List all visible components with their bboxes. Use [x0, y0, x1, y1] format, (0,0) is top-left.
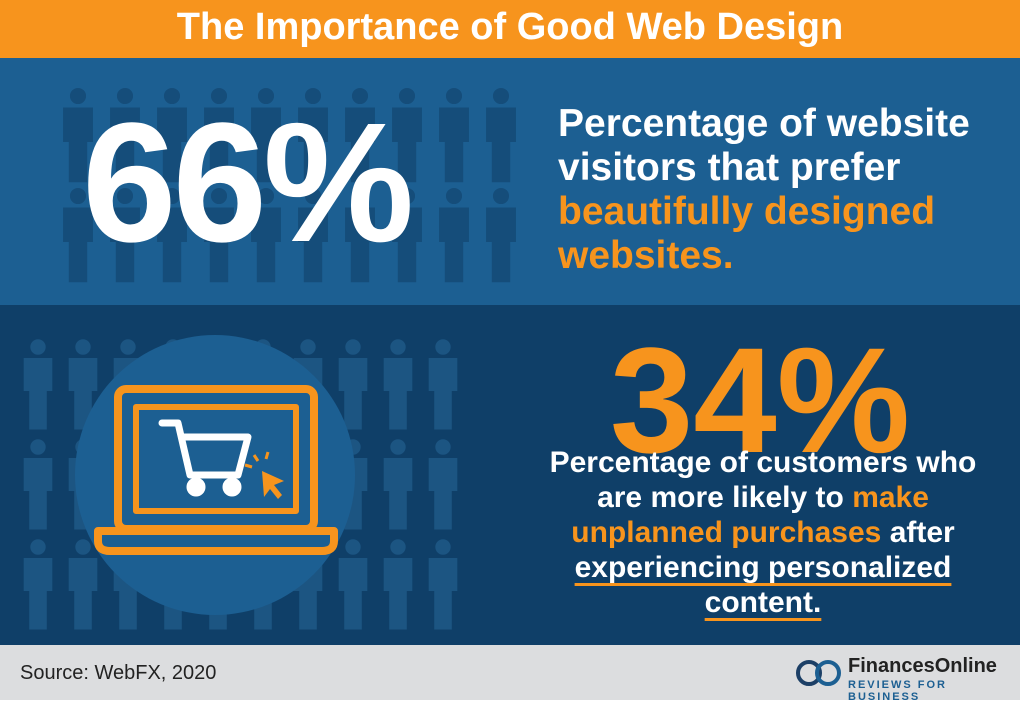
person-icon	[157, 187, 187, 283]
laptop-icon	[94, 385, 338, 555]
text: Percentage of customers who are more lik…	[549, 446, 977, 514]
source: Source: WebFX, 2020	[20, 662, 217, 684]
person-icon	[110, 87, 140, 183]
person-icon	[486, 187, 516, 283]
text: after	[881, 516, 955, 549]
highlight-text: make unplanned purchases	[571, 481, 929, 549]
title: The Importance of Good Web Design	[176, 6, 844, 48]
person-icon	[486, 87, 516, 183]
stat-description: Percentage of website visitors that pref…	[558, 102, 988, 278]
cart-icon	[158, 419, 252, 497]
person-icon	[383, 439, 413, 530]
logo-name: FinancesOnline	[848, 655, 997, 677]
text: experiencing personalized content.	[574, 551, 952, 619]
logo-icon	[796, 660, 841, 686]
stat-number: 66%	[82, 88, 414, 278]
person-icon	[383, 539, 413, 630]
person-icon	[23, 439, 53, 530]
person-icon	[345, 87, 375, 183]
person-icon	[383, 339, 413, 430]
stat-number: 34%	[609, 316, 911, 484]
people-pattern	[23, 335, 458, 630]
person-icon	[251, 187, 281, 283]
person-icon	[68, 539, 98, 630]
person-icon	[298, 187, 328, 283]
person-icon	[110, 187, 140, 283]
person-icon	[298, 87, 328, 183]
stat-section: 66% Percentage of website visitors that …	[0, 58, 1020, 305]
person-icon	[157, 87, 187, 183]
text: Percentage of website visitors that pref…	[558, 102, 970, 189]
person-icon	[428, 539, 458, 630]
stat-section: 34% Percentage of customers who are more…	[0, 305, 1020, 645]
person-icon	[439, 187, 469, 283]
person-icon	[338, 339, 368, 430]
header: The Importance of Good Web Design	[0, 0, 1020, 58]
person-icon	[428, 439, 458, 530]
highlight-text: beautifully designed websites.	[558, 190, 936, 277]
person-icon	[392, 87, 422, 183]
person-icon	[392, 187, 422, 283]
person-icon	[23, 539, 53, 630]
person-icon	[345, 187, 375, 283]
person-icon	[204, 87, 234, 183]
person-icon	[63, 187, 93, 283]
person-icon	[23, 339, 53, 430]
stat-description: Percentage of customers who are more lik…	[528, 445, 998, 620]
footer: Source: WebFX, 2020 FinancesOnline REVIE…	[0, 645, 1020, 703]
person-icon	[428, 339, 458, 430]
person-icon	[68, 339, 98, 430]
person-icon	[251, 87, 281, 183]
logo-tagline: REVIEWS FOR BUSINESS	[848, 679, 948, 703]
people-pattern	[63, 87, 516, 283]
cursor-icon	[244, 451, 284, 499]
person-icon	[338, 539, 368, 630]
person-icon	[439, 87, 469, 183]
person-icon	[204, 187, 234, 283]
person-icon	[63, 87, 93, 183]
